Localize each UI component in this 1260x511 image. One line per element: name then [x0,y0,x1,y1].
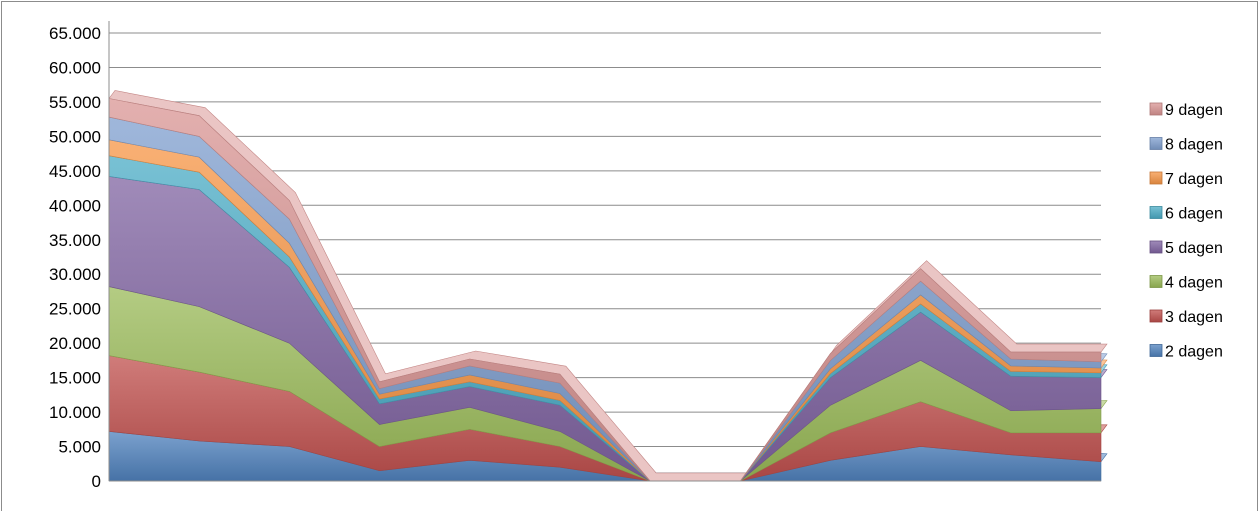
y-tick-label: 25.000 [49,300,101,319]
legend-swatch [1149,171,1163,185]
legend-label: 8 dagen [1165,137,1223,154]
y-tick-label: 15.000 [49,369,101,388]
legend-label: 3 dagen [1165,309,1223,326]
legend-swatch [1149,240,1163,254]
y-axis-ticks: 0 5.000 10.000 15.000 20.000 25.000 30.000 35.0… [49,24,101,491]
y-tick-label: 45.000 [49,162,101,181]
legend-label: 4 dagen [1165,275,1223,292]
y-tick-label: 0 [92,472,101,491]
y-tick-label: 40.000 [49,196,101,215]
legend-label: 2 dagen [1165,344,1223,361]
y-tick-label: 50.000 [49,127,101,146]
x-tick-label: juni [546,508,573,511]
y-tick-label: 65.000 [49,24,101,43]
legend-swatch [1149,344,1163,357]
axes [108,21,1101,482]
area-9-dagen [108,98,1102,482]
legend-swatch [1149,102,1163,116]
x-tick-label: april [363,508,395,511]
y-tick-label: 20.000 [49,334,101,353]
plot-areas [108,90,1108,482]
y-tick-label: 60.000 [49,58,101,77]
legend: 9 dagen 8 dagen 7 dagen 6 dagen 5 dagen 4 dag… [1149,102,1223,361]
x-tick-label: maart [268,508,312,511]
legend-label: 5 dagen [1165,240,1223,257]
x-axis-ticks: jan feb maart april mei juni juli aug sept okt nov… [97,508,1116,511]
x-tick-label: jan [97,508,121,511]
legend-swatch [1149,309,1163,323]
legend-swatch [1149,206,1163,219]
x-tick-label: juli [639,508,661,511]
x-tick-label: sept [814,508,846,511]
legend-label: 9 dagen [1165,102,1223,119]
legend-swatch [1149,275,1163,288]
y-tick-label: 10.000 [49,403,101,422]
x-tick-label: nov [997,508,1025,511]
x-tick-label: mei [456,508,483,511]
y-tick-label: 55.000 [49,93,101,112]
x-tick-label: feb [187,508,211,511]
x-tick-label: aug [726,508,754,511]
y-tick-label: 35.000 [49,231,101,250]
x-tick-label: okt [909,508,932,511]
y-tick-label: 5.000 [58,438,101,457]
legend-label: 7 dagen [1165,171,1223,188]
legend-label: 6 dagen [1165,206,1223,223]
legend-swatch [1149,137,1163,150]
x-tick-label: dec [1087,508,1115,511]
y-tick-label: 30.000 [49,265,101,284]
